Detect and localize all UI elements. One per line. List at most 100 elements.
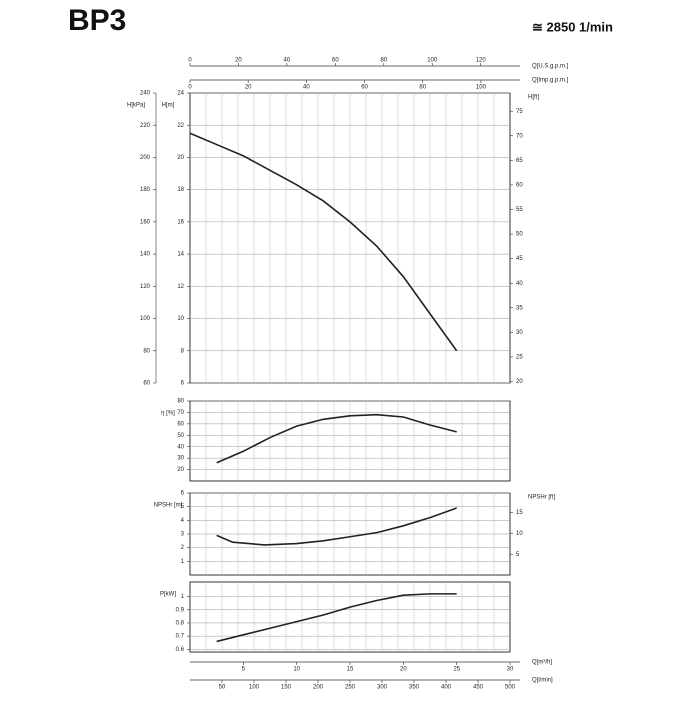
y-tick-label: 100 [140, 316, 151, 322]
curve [216, 593, 457, 643]
y-tick-label: 45 [516, 256, 523, 262]
y-tick-label: 5 [181, 504, 185, 510]
y-tick-label: 160 [140, 219, 151, 225]
y-axis-label: H[m] [162, 103, 175, 109]
x-tick-label: 80 [380, 58, 387, 64]
y-tick-label: 15 [516, 510, 523, 516]
x-tick-label: 100 [427, 58, 438, 64]
x-tick-label: 60 [361, 85, 368, 91]
y-tick-label: 180 [140, 187, 151, 193]
x-tick-label: 40 [303, 85, 310, 91]
x-tick-label: 10 [293, 667, 300, 673]
y-tick-label: 14 [177, 252, 184, 258]
curve [216, 413, 457, 464]
x-tick-label: 450 [473, 685, 484, 691]
x-tick-label: 250 [345, 685, 356, 691]
chart-title: BP3 [68, 4, 126, 37]
y-axis-label: NPSHr [m] [154, 503, 183, 509]
y-tick-label: 12 [177, 284, 184, 290]
y-tick-label: 10 [516, 531, 523, 537]
x-axis-label: Q[U.S.g.p.m.] [532, 64, 569, 70]
x-tick-label: 350 [409, 685, 420, 691]
y-tick-label: 0.6 [176, 647, 185, 653]
x-axis-label: Q[l/min] [532, 678, 553, 684]
y-tick-label: 20 [516, 379, 523, 385]
x-tick-label: 100 [249, 685, 260, 691]
y-axis-label: H[ft] [528, 95, 539, 101]
y-tick-label: 10 [177, 316, 184, 322]
y-tick-label: 22 [177, 123, 184, 129]
y-tick-label: 220 [140, 123, 151, 129]
y-tick-label: 6 [181, 491, 185, 497]
y-axis-label: η [%] [161, 411, 175, 417]
y-tick-label: 2 [181, 545, 185, 551]
y-tick-label: 65 [516, 158, 523, 164]
y-tick-label: 50 [516, 232, 523, 238]
y-tick-label: 20 [177, 467, 184, 473]
x-tick-label: 30 [507, 667, 514, 673]
curve [189, 132, 458, 352]
x-tick-label: 400 [441, 685, 452, 691]
y-tick-label: 30 [516, 330, 523, 336]
y-tick-label: 70 [516, 133, 523, 139]
x-tick-label: 80 [419, 85, 426, 91]
x-tick-label: 5 [242, 667, 246, 673]
y-tick-label: 20 [177, 155, 184, 161]
y-tick-label: 1 [181, 559, 185, 565]
y-tick-label: 70 [177, 410, 184, 416]
y-tick-label: 200 [140, 155, 151, 161]
y-axis-label: NPSHr [ft] [528, 495, 555, 501]
y-tick-label: 35 [516, 305, 523, 311]
y-tick-label: 16 [177, 219, 184, 225]
y-tick-label: 50 [177, 433, 184, 439]
x-tick-label: 60 [332, 58, 339, 64]
curve [216, 507, 457, 546]
x-tick-label: 20 [245, 85, 252, 91]
x-tick-label: 20 [400, 667, 407, 673]
y-tick-label: 3 [181, 532, 185, 538]
y-tick-label: 18 [177, 187, 184, 193]
x-axis-label: Q[Imp.g.p.m.] [532, 78, 569, 84]
y-axis-label: P[kW] [160, 592, 176, 598]
y-tick-label: 40 [516, 281, 523, 287]
y-tick-label: 30 [177, 456, 184, 462]
y-tick-label: 1 [181, 594, 185, 600]
x-tick-label: 200 [313, 685, 324, 691]
y-tick-label: 6 [181, 381, 185, 387]
x-tick-label: 40 [284, 58, 291, 64]
x-tick-label: 0 [188, 85, 192, 91]
x-tick-label: 25 [453, 667, 460, 673]
y-tick-label: 0.9 [176, 607, 185, 613]
y-tick-label: 0.8 [176, 621, 185, 627]
y-tick-label: 60 [516, 182, 523, 188]
y-tick-label: 120 [140, 284, 151, 290]
y-tick-label: 5 [516, 552, 520, 558]
x-tick-label: 0 [188, 58, 192, 64]
speed-label: ≅ 2850 1/min [532, 19, 613, 34]
x-tick-label: 300 [377, 685, 388, 691]
y-tick-label: 80 [143, 348, 150, 354]
x-tick-label: 15 [347, 667, 354, 673]
y-tick-label: 60 [143, 381, 150, 387]
y-tick-label: 24 [177, 91, 184, 97]
y-tick-label: 40 [177, 444, 184, 450]
y-axis-label: H[kPa] [127, 103, 145, 109]
y-tick-label: 80 [177, 399, 184, 405]
y-tick-label: 0.7 [176, 634, 185, 640]
y-tick-label: 60 [177, 421, 184, 427]
x-tick-label: 120 [476, 58, 487, 64]
y-tick-label: 25 [516, 355, 523, 361]
y-tick-label: 75 [516, 109, 523, 115]
y-tick-label: 240 [140, 91, 151, 97]
x-tick-label: 50 [219, 685, 226, 691]
y-tick-label: 8 [181, 348, 185, 354]
y-tick-label: 140 [140, 252, 151, 258]
x-tick-label: 150 [281, 685, 292, 691]
y-tick-label: 4 [181, 518, 185, 524]
x-tick-label: 500 [505, 685, 516, 691]
x-tick-label: 20 [235, 58, 242, 64]
x-tick-label: 100 [476, 85, 487, 91]
x-axis-label: Q[m³/h] [532, 660, 552, 666]
y-tick-label: 55 [516, 207, 523, 213]
